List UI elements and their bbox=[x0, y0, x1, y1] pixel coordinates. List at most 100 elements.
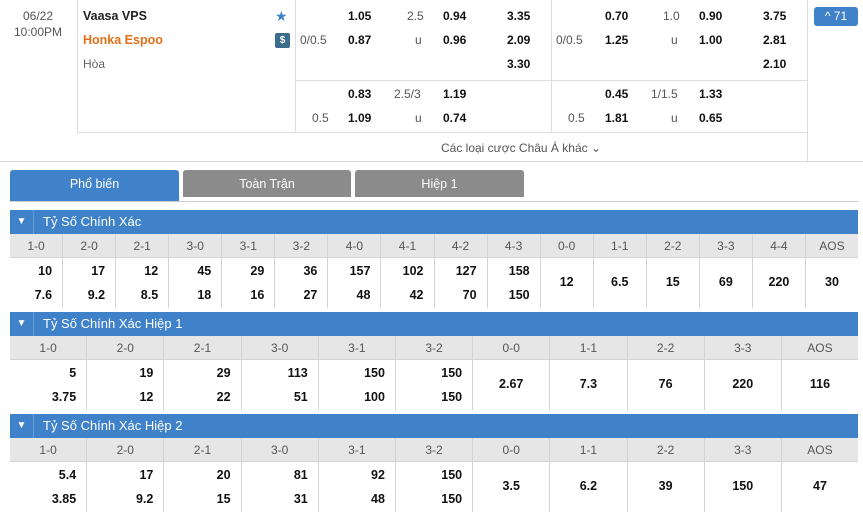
score-odds-cell[interactable]: 20 15 bbox=[164, 462, 240, 512]
score-odds-cell[interactable]: 157 48 bbox=[328, 258, 380, 308]
away-score-odds[interactable]: 150 bbox=[441, 390, 463, 404]
home-score-odds[interactable]: 36 bbox=[303, 264, 318, 278]
draw-score-odds[interactable]: 116 bbox=[809, 377, 831, 391]
ht-1x2-away[interactable]: 2.81 bbox=[763, 33, 787, 47]
home-score-odds[interactable]: 12 bbox=[144, 264, 159, 278]
away-score-odds[interactable]: 31 bbox=[293, 492, 308, 506]
score-odds-cell[interactable]: 15 bbox=[647, 258, 699, 308]
away-score-odds[interactable]: 42 bbox=[409, 288, 424, 302]
ht-hdp-home-1[interactable]: 0.70 bbox=[605, 9, 629, 23]
ft-1x2-away[interactable]: 2.09 bbox=[507, 33, 531, 47]
favorite-star-icon[interactable]: ★ bbox=[275, 8, 288, 24]
ht-ou-under-2[interactable]: 0.65 bbox=[699, 111, 723, 125]
away-score-odds[interactable]: 15 bbox=[216, 492, 231, 506]
score-odds-cell[interactable]: 150 150 bbox=[396, 360, 472, 410]
home-score-odds[interactable]: 17 bbox=[139, 468, 154, 482]
away-score-odds[interactable]: 51 bbox=[293, 390, 308, 404]
other-asian-bets-toggle[interactable]: Các loại cược Châu Á khác ⌄ bbox=[440, 141, 602, 155]
home-score-odds[interactable]: 158 bbox=[508, 264, 530, 278]
ft-ou-under-2[interactable]: 0.74 bbox=[443, 111, 467, 125]
draw-score-odds[interactable]: 220 bbox=[768, 275, 790, 289]
ht-hdp-away-2[interactable]: 1.81 bbox=[605, 111, 629, 125]
draw-score-odds[interactable]: 30 bbox=[825, 275, 839, 289]
score-odds-cell[interactable]: 220 bbox=[705, 360, 781, 410]
away-score-odds[interactable]: 27 bbox=[303, 288, 318, 302]
score-odds-cell[interactable]: 17 9.2 bbox=[87, 462, 163, 512]
score-odds-cell[interactable]: 5.4 3.85 bbox=[10, 462, 86, 512]
home-score-odds[interactable]: 20 bbox=[216, 468, 231, 482]
draw-score-odds[interactable]: 6.2 bbox=[579, 479, 598, 493]
draw-score-odds[interactable]: 150 bbox=[732, 479, 754, 493]
score-odds-cell[interactable]: 12 bbox=[541, 258, 593, 308]
collapse-chevron-icon[interactable]: ▼ bbox=[10, 210, 34, 234]
away-score-odds[interactable]: 9.2 bbox=[87, 288, 106, 302]
score-odds-cell[interactable]: 113 51 bbox=[242, 360, 318, 410]
home-score-odds[interactable]: 150 bbox=[441, 366, 463, 380]
score-odds-cell[interactable]: 39 bbox=[628, 462, 704, 512]
dollar-icon[interactable]: $ bbox=[275, 33, 290, 48]
ft-ou-over-1[interactable]: 0.94 bbox=[443, 9, 467, 23]
draw-score-odds[interactable]: 220 bbox=[732, 377, 754, 391]
score-odds-cell[interactable]: 220 bbox=[753, 258, 805, 308]
score-odds-cell[interactable]: 158 150 bbox=[488, 258, 540, 308]
score-odds-cell[interactable]: 116 bbox=[782, 360, 858, 410]
score-odds-cell[interactable]: 150 150 bbox=[396, 462, 472, 512]
score-odds-cell[interactable]: 29 16 bbox=[222, 258, 274, 308]
section-header[interactable]: ▼ Tỷ Số Chính Xác bbox=[10, 210, 858, 234]
score-odds-cell[interactable]: 45 18 bbox=[169, 258, 221, 308]
ht-hdp-home-2[interactable]: 0.45 bbox=[605, 87, 629, 101]
score-odds-cell[interactable]: 3.5 bbox=[473, 462, 549, 512]
ft-1x2-home[interactable]: 3.35 bbox=[507, 9, 531, 23]
score-odds-cell[interactable]: 76 bbox=[628, 360, 704, 410]
score-odds-cell[interactable]: 10 7.6 bbox=[10, 258, 62, 308]
home-score-odds[interactable]: 5.4 bbox=[58, 468, 77, 482]
score-odds-cell[interactable]: 36 27 bbox=[275, 258, 327, 308]
draw-score-odds[interactable]: 6.5 bbox=[611, 275, 629, 289]
away-score-odds[interactable]: 3.85 bbox=[51, 492, 77, 506]
draw-score-odds[interactable]: 12 bbox=[559, 275, 574, 289]
home-score-odds[interactable]: 113 bbox=[287, 366, 308, 380]
home-score-odds[interactable]: 29 bbox=[216, 366, 231, 380]
home-score-odds[interactable]: 157 bbox=[349, 264, 371, 278]
score-odds-cell[interactable]: 102 42 bbox=[381, 258, 433, 308]
away-score-odds[interactable]: 12 bbox=[139, 390, 154, 404]
home-team[interactable]: Vaasa VPS bbox=[83, 9, 147, 23]
away-score-odds[interactable]: 150 bbox=[508, 288, 530, 302]
home-score-odds[interactable]: 10 bbox=[38, 264, 53, 278]
ht-ou-over-1[interactable]: 0.90 bbox=[699, 9, 723, 23]
home-score-odds[interactable]: 81 bbox=[293, 468, 308, 482]
ft-ou-under-1[interactable]: 0.96 bbox=[443, 33, 467, 47]
ft-1x2-draw[interactable]: 3.30 bbox=[507, 57, 531, 71]
score-odds-cell[interactable]: 5 3.75 bbox=[10, 360, 86, 410]
draw-score-odds[interactable]: 7.3 bbox=[579, 377, 598, 391]
away-team[interactable]: Honka Espoo bbox=[83, 33, 163, 47]
away-score-odds[interactable]: 48 bbox=[371, 492, 385, 506]
score-odds-cell[interactable]: 81 31 bbox=[242, 462, 318, 512]
away-score-odds[interactable]: 9.2 bbox=[135, 492, 154, 506]
away-score-odds[interactable]: 7.6 bbox=[34, 288, 53, 302]
ht-ou-over-2[interactable]: 1.33 bbox=[699, 87, 723, 101]
home-score-odds[interactable]: 29 bbox=[250, 264, 265, 278]
ht-ou-under-1[interactable]: 1.00 bbox=[699, 33, 723, 47]
home-score-odds[interactable]: 102 bbox=[402, 264, 424, 278]
score-odds-cell[interactable]: 47 bbox=[782, 462, 858, 512]
home-score-odds[interactable]: 150 bbox=[441, 468, 463, 482]
tab-popular[interactable]: Phổ biến bbox=[10, 170, 179, 202]
score-odds-cell[interactable]: 7.3 bbox=[550, 360, 626, 410]
away-score-odds[interactable]: 18 bbox=[197, 288, 212, 302]
home-score-odds[interactable]: 5 bbox=[69, 366, 77, 380]
score-odds-cell[interactable]: 2.67 bbox=[473, 360, 549, 410]
more-markets-button[interactable]: ^ 71 bbox=[814, 7, 858, 26]
away-score-odds[interactable]: 22 bbox=[216, 390, 231, 404]
score-odds-cell[interactable]: 150 bbox=[705, 462, 781, 512]
score-odds-cell[interactable]: 12 8.5 bbox=[116, 258, 168, 308]
score-odds-cell[interactable]: 19 12 bbox=[87, 360, 163, 410]
away-score-odds[interactable]: 150 bbox=[441, 492, 463, 506]
home-score-odds[interactable]: 17 bbox=[91, 264, 106, 278]
score-odds-cell[interactable]: 69 bbox=[700, 258, 752, 308]
score-odds-cell[interactable]: 30 bbox=[806, 258, 858, 308]
draw-score-odds[interactable]: 15 bbox=[665, 275, 680, 289]
collapse-chevron-icon[interactable]: ▼ bbox=[10, 414, 34, 438]
score-odds-cell[interactable]: 92 48 bbox=[319, 462, 395, 512]
section-header[interactable]: ▼ Tỷ Số Chính Xác Hiệp 2 bbox=[10, 414, 858, 438]
